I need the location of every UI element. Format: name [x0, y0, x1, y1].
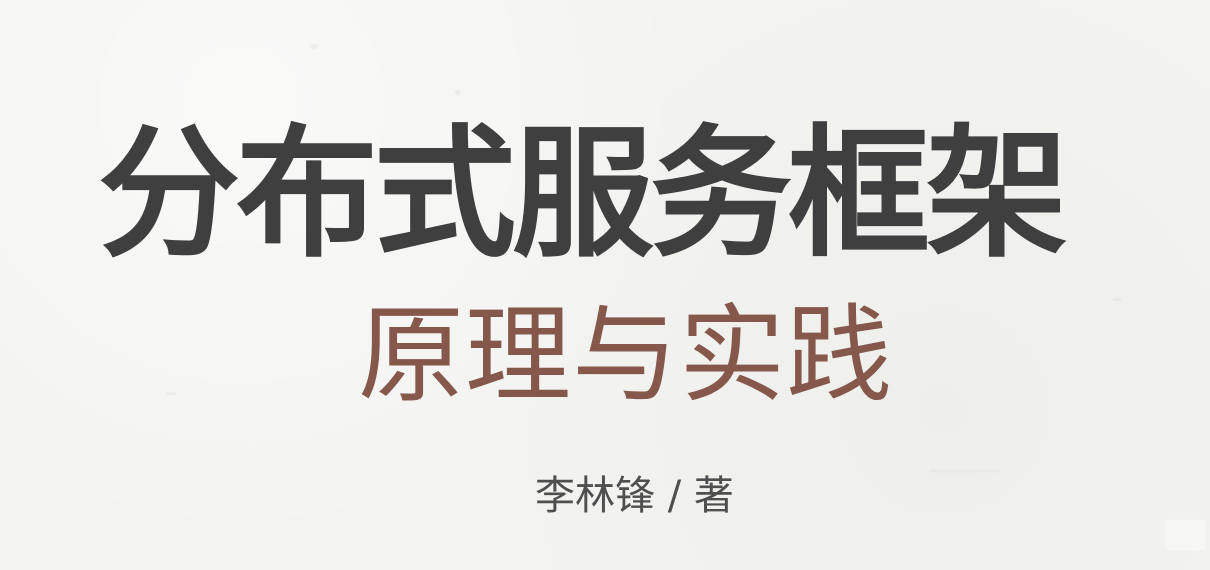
paper-speck [165, 392, 177, 395]
paper-speck [930, 470, 1000, 472]
paper-corner-highlight [1165, 520, 1205, 550]
book-subtitle: 原理与实践 [358, 296, 893, 416]
book-title: 分布式服务框架 [98, 112, 1068, 277]
paper-speck [1112, 298, 1122, 301]
paper-speck [455, 90, 460, 95]
book-author: 李林锋 / 著 [535, 473, 734, 519]
paper-speck [310, 44, 318, 49]
